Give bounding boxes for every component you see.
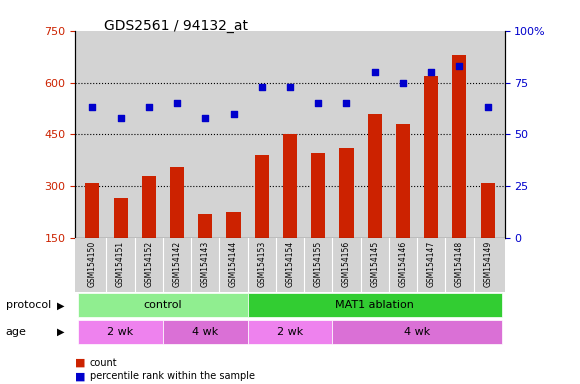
Text: GSM154148: GSM154148 bbox=[455, 241, 464, 287]
Bar bbox=[396, 124, 410, 238]
Point bbox=[398, 79, 408, 86]
Point bbox=[455, 63, 464, 69]
Bar bbox=[248, 320, 332, 344]
Bar bbox=[198, 214, 212, 238]
Text: GSM154144: GSM154144 bbox=[229, 241, 238, 287]
Bar bbox=[332, 320, 502, 344]
Point bbox=[229, 111, 238, 117]
Point bbox=[285, 84, 295, 90]
Text: GSM154156: GSM154156 bbox=[342, 241, 351, 287]
Text: age: age bbox=[6, 327, 27, 337]
Text: GSM154153: GSM154153 bbox=[258, 241, 266, 287]
Bar bbox=[163, 320, 248, 344]
Text: GSM154150: GSM154150 bbox=[88, 241, 97, 287]
Text: count: count bbox=[90, 358, 118, 368]
Point bbox=[342, 100, 351, 106]
Bar bbox=[170, 167, 184, 238]
Text: 2 wk: 2 wk bbox=[277, 327, 303, 337]
Text: ▶: ▶ bbox=[57, 300, 64, 310]
Text: control: control bbox=[144, 300, 182, 310]
Text: GSM154151: GSM154151 bbox=[116, 241, 125, 287]
Bar bbox=[85, 183, 99, 238]
Text: percentile rank within the sample: percentile rank within the sample bbox=[90, 371, 255, 381]
Text: GSM154146: GSM154146 bbox=[398, 241, 407, 287]
Text: ▶: ▶ bbox=[57, 327, 64, 337]
Bar bbox=[248, 293, 502, 317]
Text: GSM154147: GSM154147 bbox=[427, 241, 436, 287]
Bar bbox=[339, 148, 354, 238]
Point bbox=[426, 69, 436, 75]
Bar bbox=[142, 176, 156, 238]
Text: GSM154152: GSM154152 bbox=[144, 241, 153, 287]
Text: GSM154143: GSM154143 bbox=[201, 241, 210, 287]
Point bbox=[257, 84, 266, 90]
Bar bbox=[452, 55, 466, 238]
Text: ■: ■ bbox=[75, 358, 86, 368]
Bar bbox=[283, 134, 297, 238]
Text: 4 wk: 4 wk bbox=[192, 327, 219, 337]
Point bbox=[370, 69, 379, 75]
Text: protocol: protocol bbox=[6, 300, 51, 310]
Bar bbox=[226, 212, 241, 238]
Point bbox=[172, 100, 182, 106]
Text: MAT1 ablation: MAT1 ablation bbox=[335, 300, 414, 310]
Text: GSM154142: GSM154142 bbox=[173, 241, 182, 287]
Bar bbox=[78, 293, 248, 317]
Text: GSM154154: GSM154154 bbox=[285, 241, 295, 287]
Bar bbox=[424, 76, 438, 238]
Text: 2 wk: 2 wk bbox=[107, 327, 134, 337]
Point bbox=[116, 115, 125, 121]
Point bbox=[314, 100, 323, 106]
Bar bbox=[368, 114, 382, 238]
Bar bbox=[78, 320, 163, 344]
Point bbox=[201, 115, 210, 121]
Bar bbox=[311, 153, 325, 238]
Text: GSM154155: GSM154155 bbox=[314, 241, 322, 287]
Text: GSM154145: GSM154145 bbox=[370, 241, 379, 287]
Bar bbox=[255, 155, 269, 238]
Point bbox=[144, 104, 154, 111]
Bar bbox=[114, 198, 128, 238]
Text: GDS2561 / 94132_at: GDS2561 / 94132_at bbox=[104, 19, 248, 33]
Text: ■: ■ bbox=[75, 371, 86, 381]
Text: 4 wk: 4 wk bbox=[404, 327, 430, 337]
Point bbox=[483, 104, 492, 111]
Point bbox=[88, 104, 97, 111]
Text: GSM154149: GSM154149 bbox=[483, 241, 492, 287]
Bar bbox=[481, 183, 495, 238]
